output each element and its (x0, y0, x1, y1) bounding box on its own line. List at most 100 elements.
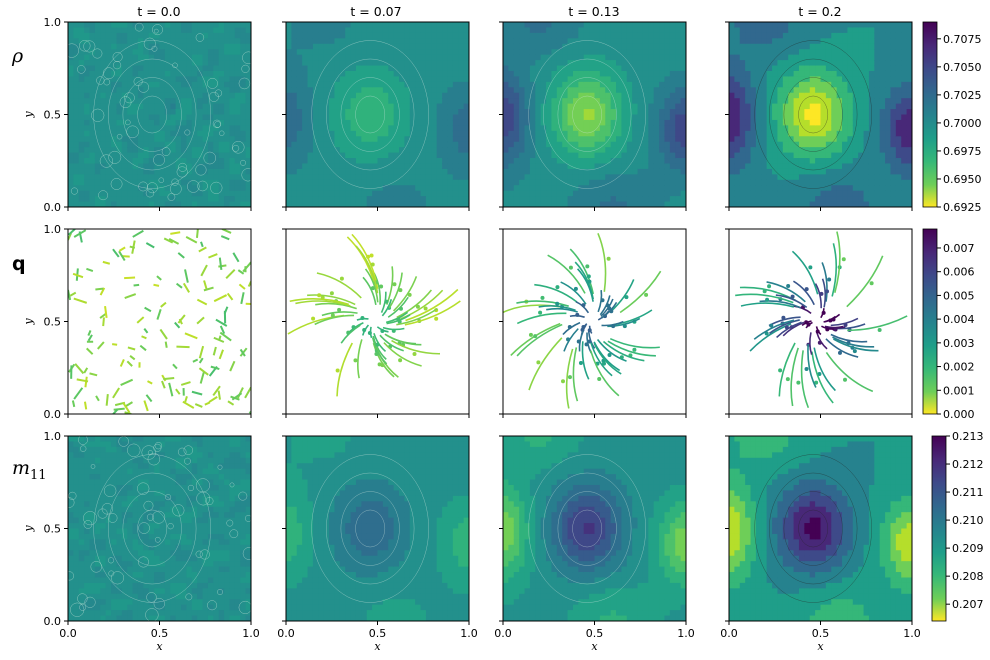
contour-cell (240, 65, 247, 72)
contour-cell (334, 179, 341, 186)
streamline (175, 388, 181, 395)
contour-cell (323, 76, 330, 83)
contour-cell (240, 168, 247, 175)
contour-cell (895, 32, 902, 39)
streamline (83, 367, 89, 374)
contour-cell (143, 81, 150, 88)
panel-plot-area (286, 22, 469, 207)
contour-cell (610, 22, 617, 29)
contour-cell (127, 158, 134, 165)
contour-cell (648, 141, 655, 148)
streamline-arrow (370, 286, 375, 291)
contour-cell (415, 98, 422, 105)
contour-cell (388, 103, 395, 110)
contour-cell (132, 43, 139, 50)
contour-cell (458, 190, 465, 197)
contour-cell (798, 32, 805, 39)
contour-cell (616, 196, 623, 203)
contour-cell (218, 76, 225, 83)
contour-cell (599, 201, 606, 207)
streamline (125, 401, 133, 407)
contour-line (311, 40, 429, 189)
contour-cell (605, 22, 612, 29)
contour-cell (809, 201, 816, 207)
contour-cell (218, 49, 225, 56)
contour-cell (409, 130, 416, 137)
contour-cell (334, 32, 341, 39)
contour-cell (529, 114, 536, 121)
contour-cell (143, 54, 150, 61)
contour-cell (78, 103, 85, 110)
contour-cell (599, 196, 606, 203)
contour-cell (831, 98, 838, 105)
contour-cell (339, 32, 346, 39)
contour-cell (836, 168, 843, 175)
contour-cell (213, 125, 220, 132)
contour-cell (94, 49, 101, 56)
contour-cell (105, 136, 112, 143)
contour-cell (94, 152, 101, 159)
contour-cell (229, 147, 236, 154)
contour-cell (245, 49, 251, 56)
contour-cell (148, 125, 155, 132)
contour-cell (94, 163, 101, 170)
contour-cell (659, 125, 666, 132)
contour-cell (302, 27, 309, 34)
contour-cell (642, 136, 649, 143)
contour-cell (755, 98, 762, 105)
contour-cell (739, 65, 746, 72)
contour-cell (901, 201, 908, 207)
contour-cell (186, 201, 193, 207)
contour-cell (213, 60, 220, 67)
contour-cell (132, 158, 139, 165)
contour-cell (680, 168, 686, 175)
contour-cell (307, 136, 314, 143)
contour-cell (546, 98, 553, 105)
contour-cell (323, 179, 330, 186)
contour-cell (307, 32, 314, 39)
contour-cell (323, 174, 330, 181)
contour-cell (610, 70, 617, 78)
contour-cell (659, 60, 666, 67)
contour-cell (296, 125, 303, 132)
contour-cell (540, 114, 547, 121)
contour-cell (197, 185, 204, 192)
contour-cell (458, 179, 465, 186)
contour-cell (589, 76, 596, 83)
contour-cell (594, 32, 601, 39)
contour-cell (578, 174, 585, 181)
contour-cell (366, 163, 373, 170)
contour-cell (804, 158, 811, 165)
contour-cell (874, 158, 881, 165)
contour-cell (750, 114, 757, 121)
contour-cell (121, 43, 128, 50)
contour-cell (594, 163, 601, 170)
contour-cell (626, 81, 633, 88)
streamline (184, 269, 189, 283)
contour-cell (436, 141, 443, 148)
contour-cell (739, 92, 746, 99)
contour-cell (302, 201, 309, 207)
contour-cell (599, 49, 606, 56)
contour-cell (229, 196, 236, 203)
contour-cell (404, 130, 411, 137)
contour-cell (388, 76, 395, 83)
contour-cell (350, 158, 357, 165)
contour-cell (207, 87, 214, 94)
contour-cell (798, 174, 805, 181)
contour-cell (84, 114, 91, 121)
contour-cell (567, 190, 574, 197)
contour-cell (503, 119, 509, 126)
contour-cell (197, 60, 204, 67)
contour-cell (447, 190, 454, 197)
contour-cell (170, 196, 177, 203)
contour-cell (788, 27, 795, 34)
contour-cell (863, 103, 870, 110)
contour-cell (556, 81, 563, 88)
contour-cell (234, 65, 241, 72)
contour-cell (535, 201, 542, 207)
contour-cell (73, 22, 80, 29)
contour-cell (355, 109, 362, 116)
contour-cell (121, 147, 128, 154)
contour-cell (116, 70, 123, 78)
